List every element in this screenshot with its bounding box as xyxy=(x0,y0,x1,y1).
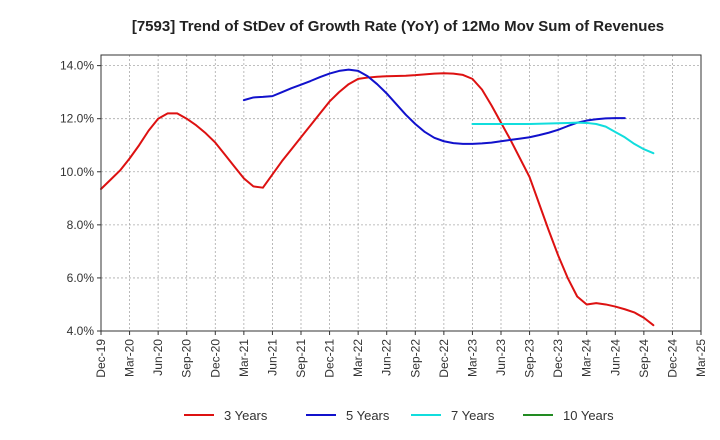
x-tick-label: Mar-21 xyxy=(237,339,251,377)
x-tick-label: Mar-24 xyxy=(580,339,594,377)
x-tick-label: Dec-20 xyxy=(208,339,222,378)
x-tick-label: Dec-23 xyxy=(551,339,565,378)
x-tick-label: Mar-25 xyxy=(694,339,708,377)
x-tick-label: Dec-22 xyxy=(437,339,451,378)
series-line-3-years xyxy=(100,72,655,327)
grid-layer xyxy=(101,55,701,332)
y-tick-label: 6.0% xyxy=(67,271,95,285)
x-tick-label: Sep-24 xyxy=(637,339,651,378)
legend-label-10-years: 10 Years xyxy=(563,408,614,423)
x-tick-label: Jun-22 xyxy=(380,339,394,376)
series-line-7-years xyxy=(471,121,655,155)
series-layer xyxy=(100,68,655,327)
y-tick-label: 4.0% xyxy=(67,324,95,338)
y-tick-label: 12.0% xyxy=(60,112,94,126)
x-tick-label: Jun-20 xyxy=(151,339,165,376)
x-tick-label: Mar-20 xyxy=(123,339,137,377)
legend-label-7-years: 7 Years xyxy=(451,408,495,423)
x-tick-label: Jun-24 xyxy=(608,339,622,376)
plot-frame xyxy=(100,54,702,332)
x-tick-label: Sep-22 xyxy=(408,339,422,378)
x-tick-label: Jun-23 xyxy=(494,339,508,376)
x-tick-label: Dec-19 xyxy=(94,339,108,378)
x-axis: Dec-19 Mar-20 Jun-20 Sep-20 Dec-20 Mar-21 Jun-… xyxy=(94,331,708,378)
y-tick-label: 14.0% xyxy=(60,59,94,73)
legend-label-3-years: 3 Years xyxy=(224,408,268,423)
y-axis: 4.0% 6.0% 8.0% 10.0% 12.0% 14.0% xyxy=(60,59,101,338)
x-tick-label: Sep-21 xyxy=(294,339,308,378)
y-tick-label: 10.0% xyxy=(60,165,94,179)
x-tick-label: Jun-21 xyxy=(265,339,279,376)
x-tick-label: Sep-23 xyxy=(523,339,537,378)
x-tick-label: Dec-21 xyxy=(323,339,337,378)
x-tick-label: Mar-22 xyxy=(351,339,365,377)
chart-title: [7593] Trend of StDev of Growth Rate (Yo… xyxy=(132,18,664,35)
y-tick-label: 8.0% xyxy=(67,218,95,232)
series-line-5-years xyxy=(242,68,626,145)
legend: 3 Years 5 Years 7 Years 10 Years xyxy=(184,408,614,423)
x-tick-label: Dec-24 xyxy=(665,339,679,378)
legend-label-5-years: 5 Years xyxy=(346,408,390,423)
x-tick-label: Sep-20 xyxy=(180,339,194,378)
x-tick-label: Mar-23 xyxy=(465,339,479,377)
